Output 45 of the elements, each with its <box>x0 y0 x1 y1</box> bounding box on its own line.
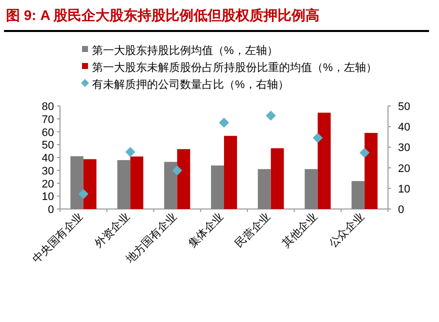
y2-tick-label: 10 <box>398 183 410 196</box>
bar <box>304 169 318 209</box>
y2-tick-label: 30 <box>398 142 410 154</box>
point <box>312 132 323 143</box>
legend-label: 第一大股东持股比例均值（%，左轴） <box>92 44 278 57</box>
bar <box>270 148 284 209</box>
y-tick-label: 30 <box>42 165 54 178</box>
bar <box>224 136 237 209</box>
y-tick-label: 70 <box>42 114 54 126</box>
x-tick-label: 其他企业 <box>280 210 320 250</box>
bar <box>211 165 224 209</box>
x-tick-label: 公众企业 <box>326 210 367 250</box>
legend-label: 有未解质押的公司数量占比（%，右轴） <box>92 78 289 91</box>
point <box>172 165 182 176</box>
point <box>78 188 88 199</box>
y2-tick-label: 50 <box>398 101 410 113</box>
y2-tick-label: 0 <box>398 204 404 216</box>
point <box>266 110 276 121</box>
y-tick-label: 60 <box>42 126 54 139</box>
legend-label: 第一大股东未解质股份占所持股份比重的均值（%，左轴） <box>92 61 377 74</box>
y2-tick-label: 20 <box>398 162 410 175</box>
point <box>219 118 229 128</box>
chart-title: 图 9: A 股民企大股东持股比例低但股权质押比例高 <box>6 7 320 23</box>
bar <box>70 156 84 209</box>
y-tick-label: 50 <box>42 140 54 152</box>
bar <box>83 159 96 209</box>
bar <box>177 149 190 209</box>
point <box>360 148 370 158</box>
bar <box>352 181 365 209</box>
x-tick-label: 外资企业 <box>92 210 132 250</box>
y-tick-label: 10 <box>42 191 54 204</box>
x-tick-label: 民营企业 <box>232 210 273 250</box>
bar <box>130 156 144 209</box>
y-tick-label: 80 <box>42 101 54 113</box>
bar <box>364 132 378 209</box>
y-tick-label: 40 <box>42 152 54 164</box>
bar <box>318 112 331 209</box>
point <box>125 146 136 157</box>
y-tick-label: 0 <box>48 204 54 216</box>
bar <box>164 162 178 209</box>
bar <box>117 160 130 209</box>
x-tick-label: 集体企业 <box>186 210 226 250</box>
y-tick-label: 20 <box>42 178 54 190</box>
y2-tick-label: 40 <box>398 122 410 134</box>
bar <box>258 169 271 209</box>
